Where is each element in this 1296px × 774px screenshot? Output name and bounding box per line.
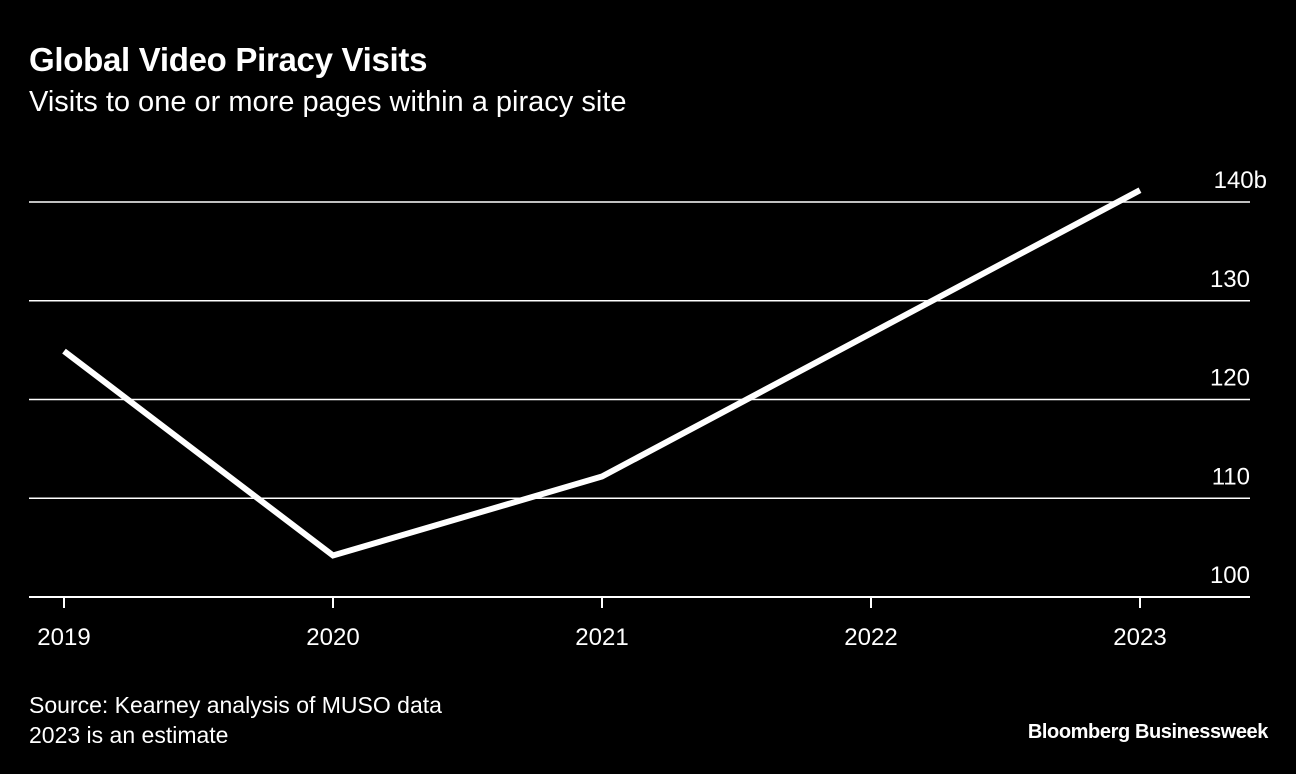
series-line-0 [62,187,1142,559]
y-tick-label-120: 120 [1210,365,1250,392]
x-tick-label-2019: 2019 [37,624,90,651]
y-tick-label-100: 100 [1210,562,1250,589]
y-tick-label-140: 140b [1214,167,1267,194]
y-tick-label-110: 110 [1212,463,1250,490]
x-axis: 2019 2020 2021 2022 2023 [29,596,1250,651]
y-tick-label-130: 130 [1210,266,1250,293]
source-note: Source: Kearney analysis of MUSO data [29,692,442,718]
x-tick-label-2023: 2023 [1113,624,1166,651]
chart-title: Global Video Piracy Visits [29,41,428,78]
line-chart: 100 110 120 130 140b 2019 2020 2021 2022 2023 [29,167,1267,651]
x-tick-label-2022: 2022 [844,624,897,651]
series-layer [62,187,1142,559]
x-tick-label-2020: 2020 [306,624,359,651]
x-tick-label-2021: 2021 [575,624,628,651]
estimate-note: 2023 is an estimate [29,722,229,748]
brand-logo: Bloomberg Businessweek [1027,721,1269,743]
gridlines [29,201,1250,499]
y-axis-tick-labels: 100 110 120 130 140b [1210,167,1267,589]
chart-subtitle: Visits to one or more pages within a pir… [29,86,627,118]
